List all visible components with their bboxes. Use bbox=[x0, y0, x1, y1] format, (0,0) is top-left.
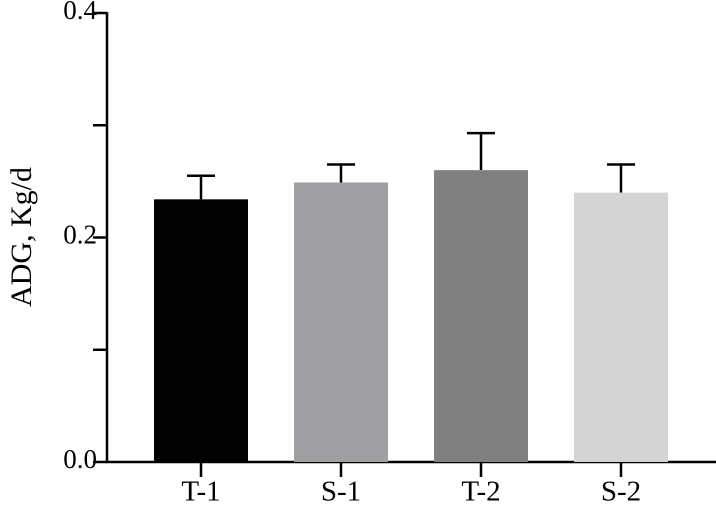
bar bbox=[154, 199, 248, 462]
bar bbox=[434, 170, 528, 462]
x-tick-label: T-1 bbox=[181, 476, 220, 508]
y-tick-label: 0.4 bbox=[63, 0, 97, 25]
x-tick-label: T-2 bbox=[461, 476, 500, 508]
bar bbox=[574, 192, 668, 462]
x-tick-label: S-2 bbox=[601, 476, 641, 508]
y-tick-label: 0.0 bbox=[63, 444, 97, 474]
x-tick-label: S-1 bbox=[321, 476, 361, 508]
y-tick-label: 0.2 bbox=[63, 220, 97, 250]
y-axis-label: ADG, Kg/d bbox=[5, 167, 38, 307]
bar bbox=[294, 182, 388, 462]
